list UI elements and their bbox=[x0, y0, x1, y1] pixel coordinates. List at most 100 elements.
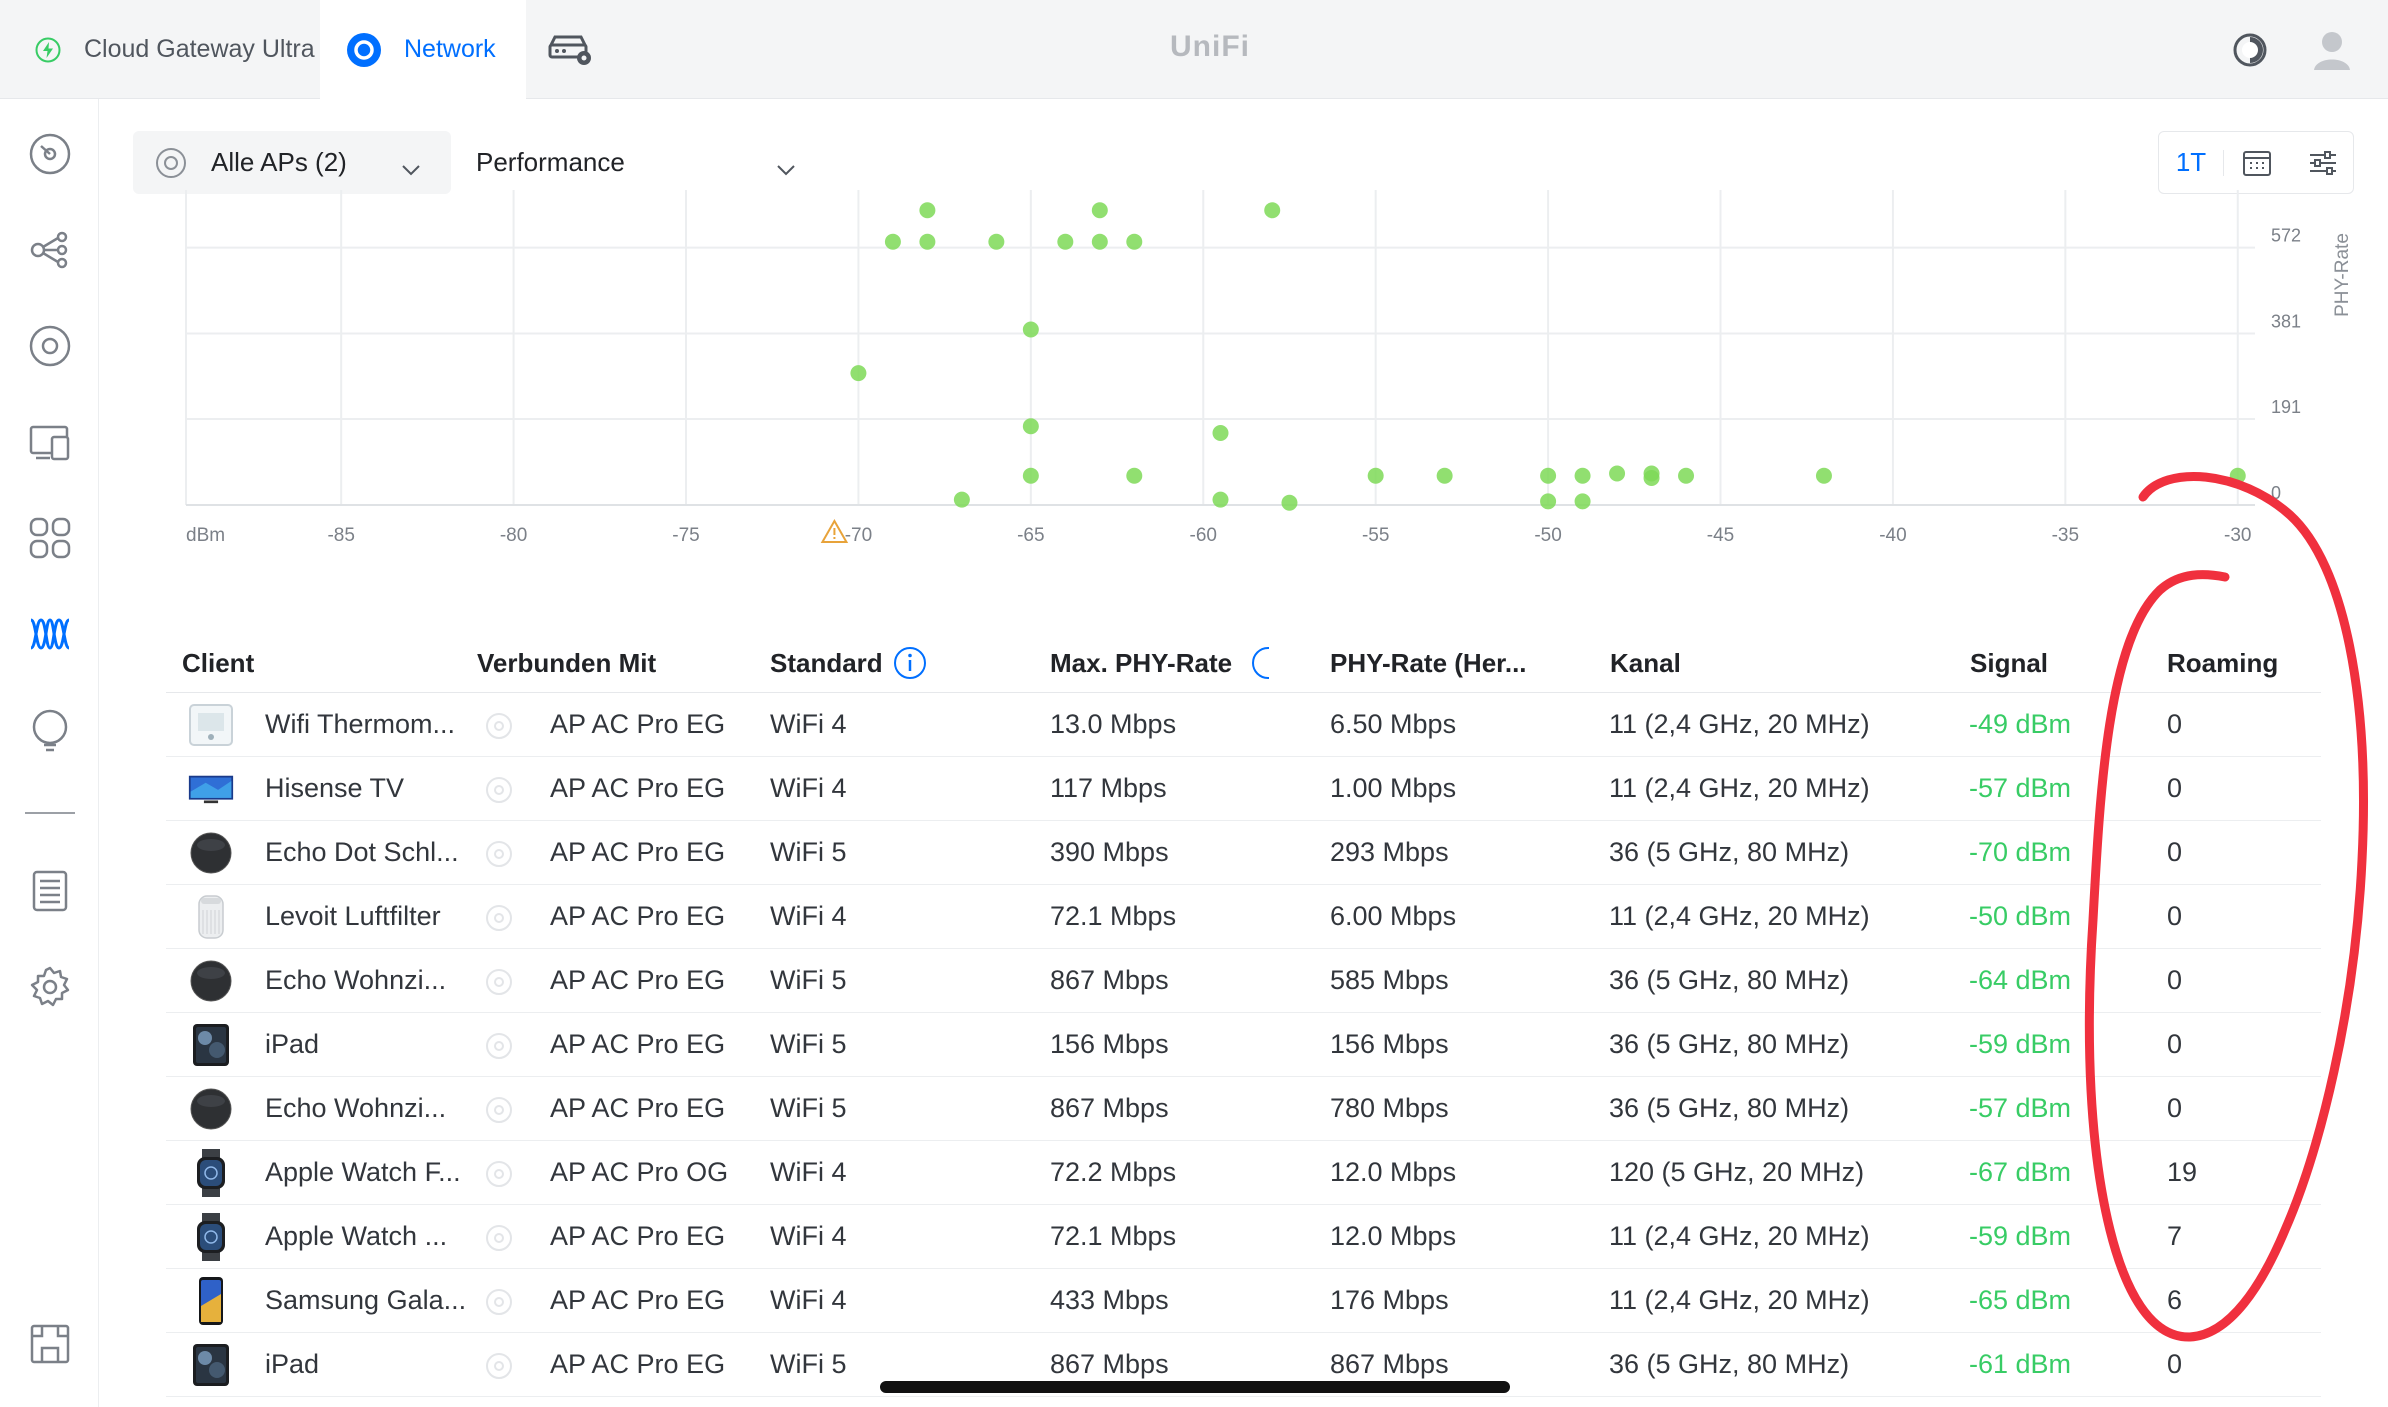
clients-icon[interactable] bbox=[25, 417, 75, 467]
scatter-point bbox=[1436, 467, 1453, 484]
logs-icon[interactable] bbox=[25, 866, 75, 916]
phy-rate: 12.0 Mbps bbox=[1330, 1221, 1457, 1251]
x-tick-label: -70 bbox=[845, 525, 872, 546]
wifi-standard: WiFi 4 bbox=[770, 709, 847, 739]
thermometer-icon bbox=[188, 703, 234, 747]
tab-cloud-gateway[interactable]: Cloud Gateway Ultra bbox=[0, 0, 320, 99]
max-phy-rate: 156 Mbps bbox=[1050, 1029, 1169, 1059]
col-max-phy-rate[interactable]: Max. PHY-Rate bbox=[1050, 648, 1233, 678]
y-axis-label: PHY-Rate bbox=[2332, 233, 2353, 317]
signal-strength: -59 dBm bbox=[1969, 1029, 2072, 1059]
wifi-standard: WiFi 4 bbox=[770, 773, 847, 803]
chevron-down-icon bbox=[401, 153, 421, 184]
scatter-point bbox=[1367, 467, 1384, 484]
tab-gateway-settings[interactable] bbox=[526, 0, 616, 99]
channel: 11 (2,4 GHz, 20 MHz) bbox=[1609, 1285, 1870, 1315]
table-row[interactable]: Apple Watch ... AP AC Pro EG WiFi 4 72.1 Mb… bbox=[166, 1205, 2321, 1269]
table-row[interactable]: Apple Watch F... AP AC Pro OG WiFi 4 72.2 M… bbox=[166, 1141, 2321, 1205]
roaming-count: 0 bbox=[2167, 1349, 2183, 1379]
scatter-point bbox=[884, 233, 901, 250]
scatter-point bbox=[1678, 467, 1695, 484]
table-row[interactable]: Echo Wohnzi... AP AC Pro EG WiFi 5 867 Mbps… bbox=[166, 949, 2321, 1013]
col-phy-rate[interactable]: PHY-Rate (Her... bbox=[1330, 648, 1527, 678]
wifi-standard: WiFi 4 bbox=[770, 901, 847, 931]
signal-phyrate-scatter-chart: dBm -85 -80 -75 -70 -65 -60 -55 -50 -45 -40 -35 -30 5… bbox=[185, 190, 2353, 546]
scatter-point bbox=[1815, 467, 1832, 484]
calendar-icon[interactable] bbox=[2225, 132, 2289, 193]
col-standard[interactable]: Standard bbox=[770, 648, 883, 678]
devices-icon[interactable] bbox=[25, 321, 75, 371]
connected-ap: AP AC Pro EG bbox=[550, 1349, 726, 1379]
signal-strength: -61 dBm bbox=[1969, 1349, 2072, 1379]
theme-icon[interactable] bbox=[2232, 32, 2268, 68]
time-range-button[interactable]: 1T bbox=[2159, 132, 2223, 193]
connected-ap: AP AC Pro EG bbox=[550, 1221, 726, 1251]
signal-strength: -64 dBm bbox=[1969, 965, 2072, 995]
info-icon-partial[interactable] bbox=[1251, 646, 1269, 680]
col-client[interactable]: Client bbox=[182, 648, 255, 678]
chevron-down-icon bbox=[776, 153, 796, 184]
phy-rate: 585 Mbps bbox=[1330, 965, 1449, 995]
metric-select[interactable]: Performance bbox=[476, 131, 796, 194]
insights-icon[interactable] bbox=[25, 609, 75, 659]
table-row[interactable]: Hisense TV AP AC Pro EG WiFi 4 117 Mbps 1.00… bbox=[166, 757, 2321, 821]
col-connected-to[interactable]: Verbunden Mit bbox=[477, 648, 657, 678]
layout-icon[interactable] bbox=[25, 1319, 75, 1369]
table-row[interactable]: Levoit Luftfilter AP AC Pro EG WiFi 4 72.1 … bbox=[166, 885, 2321, 949]
x-tick-label: -50 bbox=[1534, 525, 1561, 546]
max-phy-rate: 13.0 Mbps bbox=[1050, 709, 1177, 739]
phy-rate: 293 Mbps bbox=[1330, 837, 1449, 867]
signal-strength: -67 dBm bbox=[1969, 1157, 2072, 1187]
phy-rate: 156 Mbps bbox=[1330, 1029, 1449, 1059]
topology-icon[interactable] bbox=[25, 225, 75, 275]
x-tick-label: -30 bbox=[2224, 525, 2251, 546]
table-row[interactable]: Samsung Gala... AP AC Pro EG WiFi 4 433 Mbp… bbox=[166, 1269, 2321, 1333]
ap-ring-icon bbox=[155, 147, 187, 179]
applications-icon[interactable] bbox=[25, 513, 75, 563]
client-name: Levoit Luftfilter bbox=[265, 901, 441, 931]
scatter-point bbox=[1609, 465, 1626, 482]
ap-filter-select[interactable]: Alle APs (2) bbox=[133, 131, 451, 194]
tab-network[interactable]: Network bbox=[320, 0, 526, 99]
table-row[interactable]: iPad AP AC Pro EG WiFi 5 156 Mbps 156 Mbps 36… bbox=[166, 1013, 2321, 1077]
settings-icon[interactable] bbox=[25, 962, 75, 1012]
max-phy-rate: 72.1 Mbps bbox=[1050, 1221, 1177, 1251]
table-row[interactable]: Wifi Thermom... AP AC Pro EG WiFi 4 13.0 Mb… bbox=[166, 693, 2321, 757]
client-name: Echo Dot Schl... bbox=[265, 837, 459, 867]
sidebar bbox=[0, 99, 99, 1407]
signal-strength: -50 dBm bbox=[1969, 901, 2072, 931]
col-roaming[interactable]: Roaming bbox=[2167, 648, 2279, 678]
user-avatar-icon[interactable] bbox=[2312, 28, 2352, 72]
roaming-count: 0 bbox=[2167, 773, 2183, 803]
wifi-standard: WiFi 5 bbox=[770, 1093, 847, 1123]
x-tick-label: -85 bbox=[327, 525, 354, 546]
table-row[interactable]: Echo Wohnzi... AP AC Pro EG WiFi 5 867 Mbps… bbox=[166, 1077, 2321, 1141]
table-row[interactable]: Echo Dot Schl... AP AC Pro EG WiFi 5 390 Mb… bbox=[166, 821, 2321, 885]
x-tick-label: -75 bbox=[672, 525, 699, 546]
wifi-standard: WiFi 5 bbox=[770, 1029, 847, 1059]
roaming-count: 7 bbox=[2167, 1221, 2183, 1251]
table-row[interactable]: iPad AP AC Pro EG WiFi 5 867 Mbps 867 Mbps 36… bbox=[166, 1333, 2321, 1397]
x-tick-label: -35 bbox=[2052, 525, 2079, 546]
access-point-icon bbox=[486, 969, 512, 995]
warning-icon bbox=[820, 518, 849, 543]
col-channel[interactable]: Kanal bbox=[1610, 648, 1681, 678]
phy-rate: 780 Mbps bbox=[1330, 1093, 1449, 1123]
access-point-icon bbox=[486, 1161, 512, 1187]
info-icon[interactable] bbox=[893, 646, 927, 680]
client-name: iPad bbox=[265, 1029, 320, 1059]
scatter-point bbox=[1022, 418, 1039, 435]
channel: 36 (5 GHz, 80 MHz) bbox=[1609, 837, 1850, 867]
wifi-standard: WiFi 4 bbox=[770, 1157, 847, 1187]
scatter-point bbox=[919, 202, 936, 219]
wifi-standard: WiFi 4 bbox=[770, 1221, 847, 1251]
settings-sliders-icon[interactable] bbox=[2291, 132, 2355, 193]
dashboard-icon[interactable] bbox=[25, 129, 75, 179]
phy-rate: 867 Mbps bbox=[1330, 1349, 1449, 1379]
access-point-icon bbox=[486, 713, 512, 739]
scatter-point bbox=[1212, 425, 1229, 441]
wifi-standard: WiFi 4 bbox=[770, 1285, 847, 1315]
tab-label: Cloud Gateway Ultra bbox=[84, 35, 315, 63]
notifications-icon[interactable] bbox=[25, 705, 75, 755]
col-signal[interactable]: Signal bbox=[1970, 648, 2049, 678]
